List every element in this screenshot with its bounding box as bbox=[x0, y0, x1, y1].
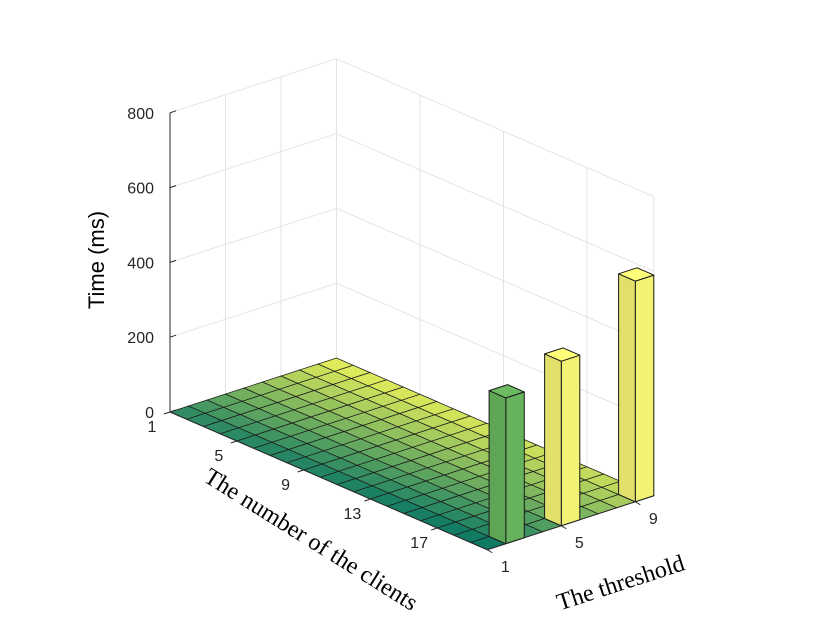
x-tick-label: 9 bbox=[281, 477, 290, 494]
bar-front-face bbox=[505, 391, 525, 545]
y-tick-label: 5 bbox=[575, 535, 584, 552]
x-axis-line bbox=[169, 411, 488, 551]
y-tick-mark bbox=[561, 525, 567, 530]
bar bbox=[488, 384, 525, 545]
bar bbox=[544, 347, 581, 527]
grid-line-z bbox=[169, 207, 654, 347]
z-tick-label: 800 bbox=[127, 106, 154, 123]
y-tick-label: 1 bbox=[501, 559, 510, 576]
z-tick-mark bbox=[169, 110, 177, 114]
z-tick-label: 600 bbox=[127, 181, 154, 198]
grid-line-z bbox=[169, 133, 654, 272]
y-tick-label: 9 bbox=[649, 511, 658, 528]
z-tick-mark bbox=[169, 185, 177, 189]
x-tick-label: 13 bbox=[344, 506, 362, 523]
grid-line-z bbox=[169, 58, 654, 198]
bar-front-face bbox=[634, 274, 655, 503]
x-tick-mark bbox=[230, 440, 237, 444]
y-axis-label: The threshold bbox=[554, 550, 688, 616]
z-tick-mark bbox=[169, 409, 177, 413]
y-tick-mark bbox=[487, 549, 493, 554]
bar-top-face bbox=[618, 267, 655, 282]
x-tick-mark bbox=[297, 469, 304, 473]
z-tick-mark bbox=[169, 259, 177, 263]
z-tick-label: 200 bbox=[127, 330, 154, 347]
z-tick-mark bbox=[169, 334, 177, 338]
bar-front-face bbox=[560, 354, 581, 527]
bar-side-face bbox=[488, 390, 507, 545]
bar-top-face bbox=[488, 384, 525, 399]
x-tick-label: 5 bbox=[214, 448, 223, 465]
x-tick-label: 1 bbox=[148, 419, 157, 436]
bars bbox=[488, 267, 655, 545]
x-tick-mark bbox=[364, 498, 371, 502]
axes bbox=[163, 110, 654, 554]
bar-top-face bbox=[544, 347, 581, 362]
tick-labels: 0 200 400 600 800 1 5 9 13 17 1 5 9 bbox=[127, 106, 658, 576]
y-axis-line bbox=[487, 495, 654, 551]
bar bbox=[618, 267, 655, 503]
floor-surface bbox=[169, 357, 655, 551]
x-tick-mark bbox=[431, 527, 438, 531]
bar-side-face bbox=[544, 353, 562, 527]
z-tick-label: 400 bbox=[127, 255, 154, 272]
x-tick-label: 17 bbox=[410, 535, 428, 552]
y-tick-mark bbox=[635, 501, 641, 506]
z-axis-label: Time (ms) bbox=[84, 211, 109, 309]
z-tick-label: 0 bbox=[145, 405, 154, 422]
x-tick-mark bbox=[163, 411, 171, 415]
bar-side-face bbox=[618, 273, 636, 503]
